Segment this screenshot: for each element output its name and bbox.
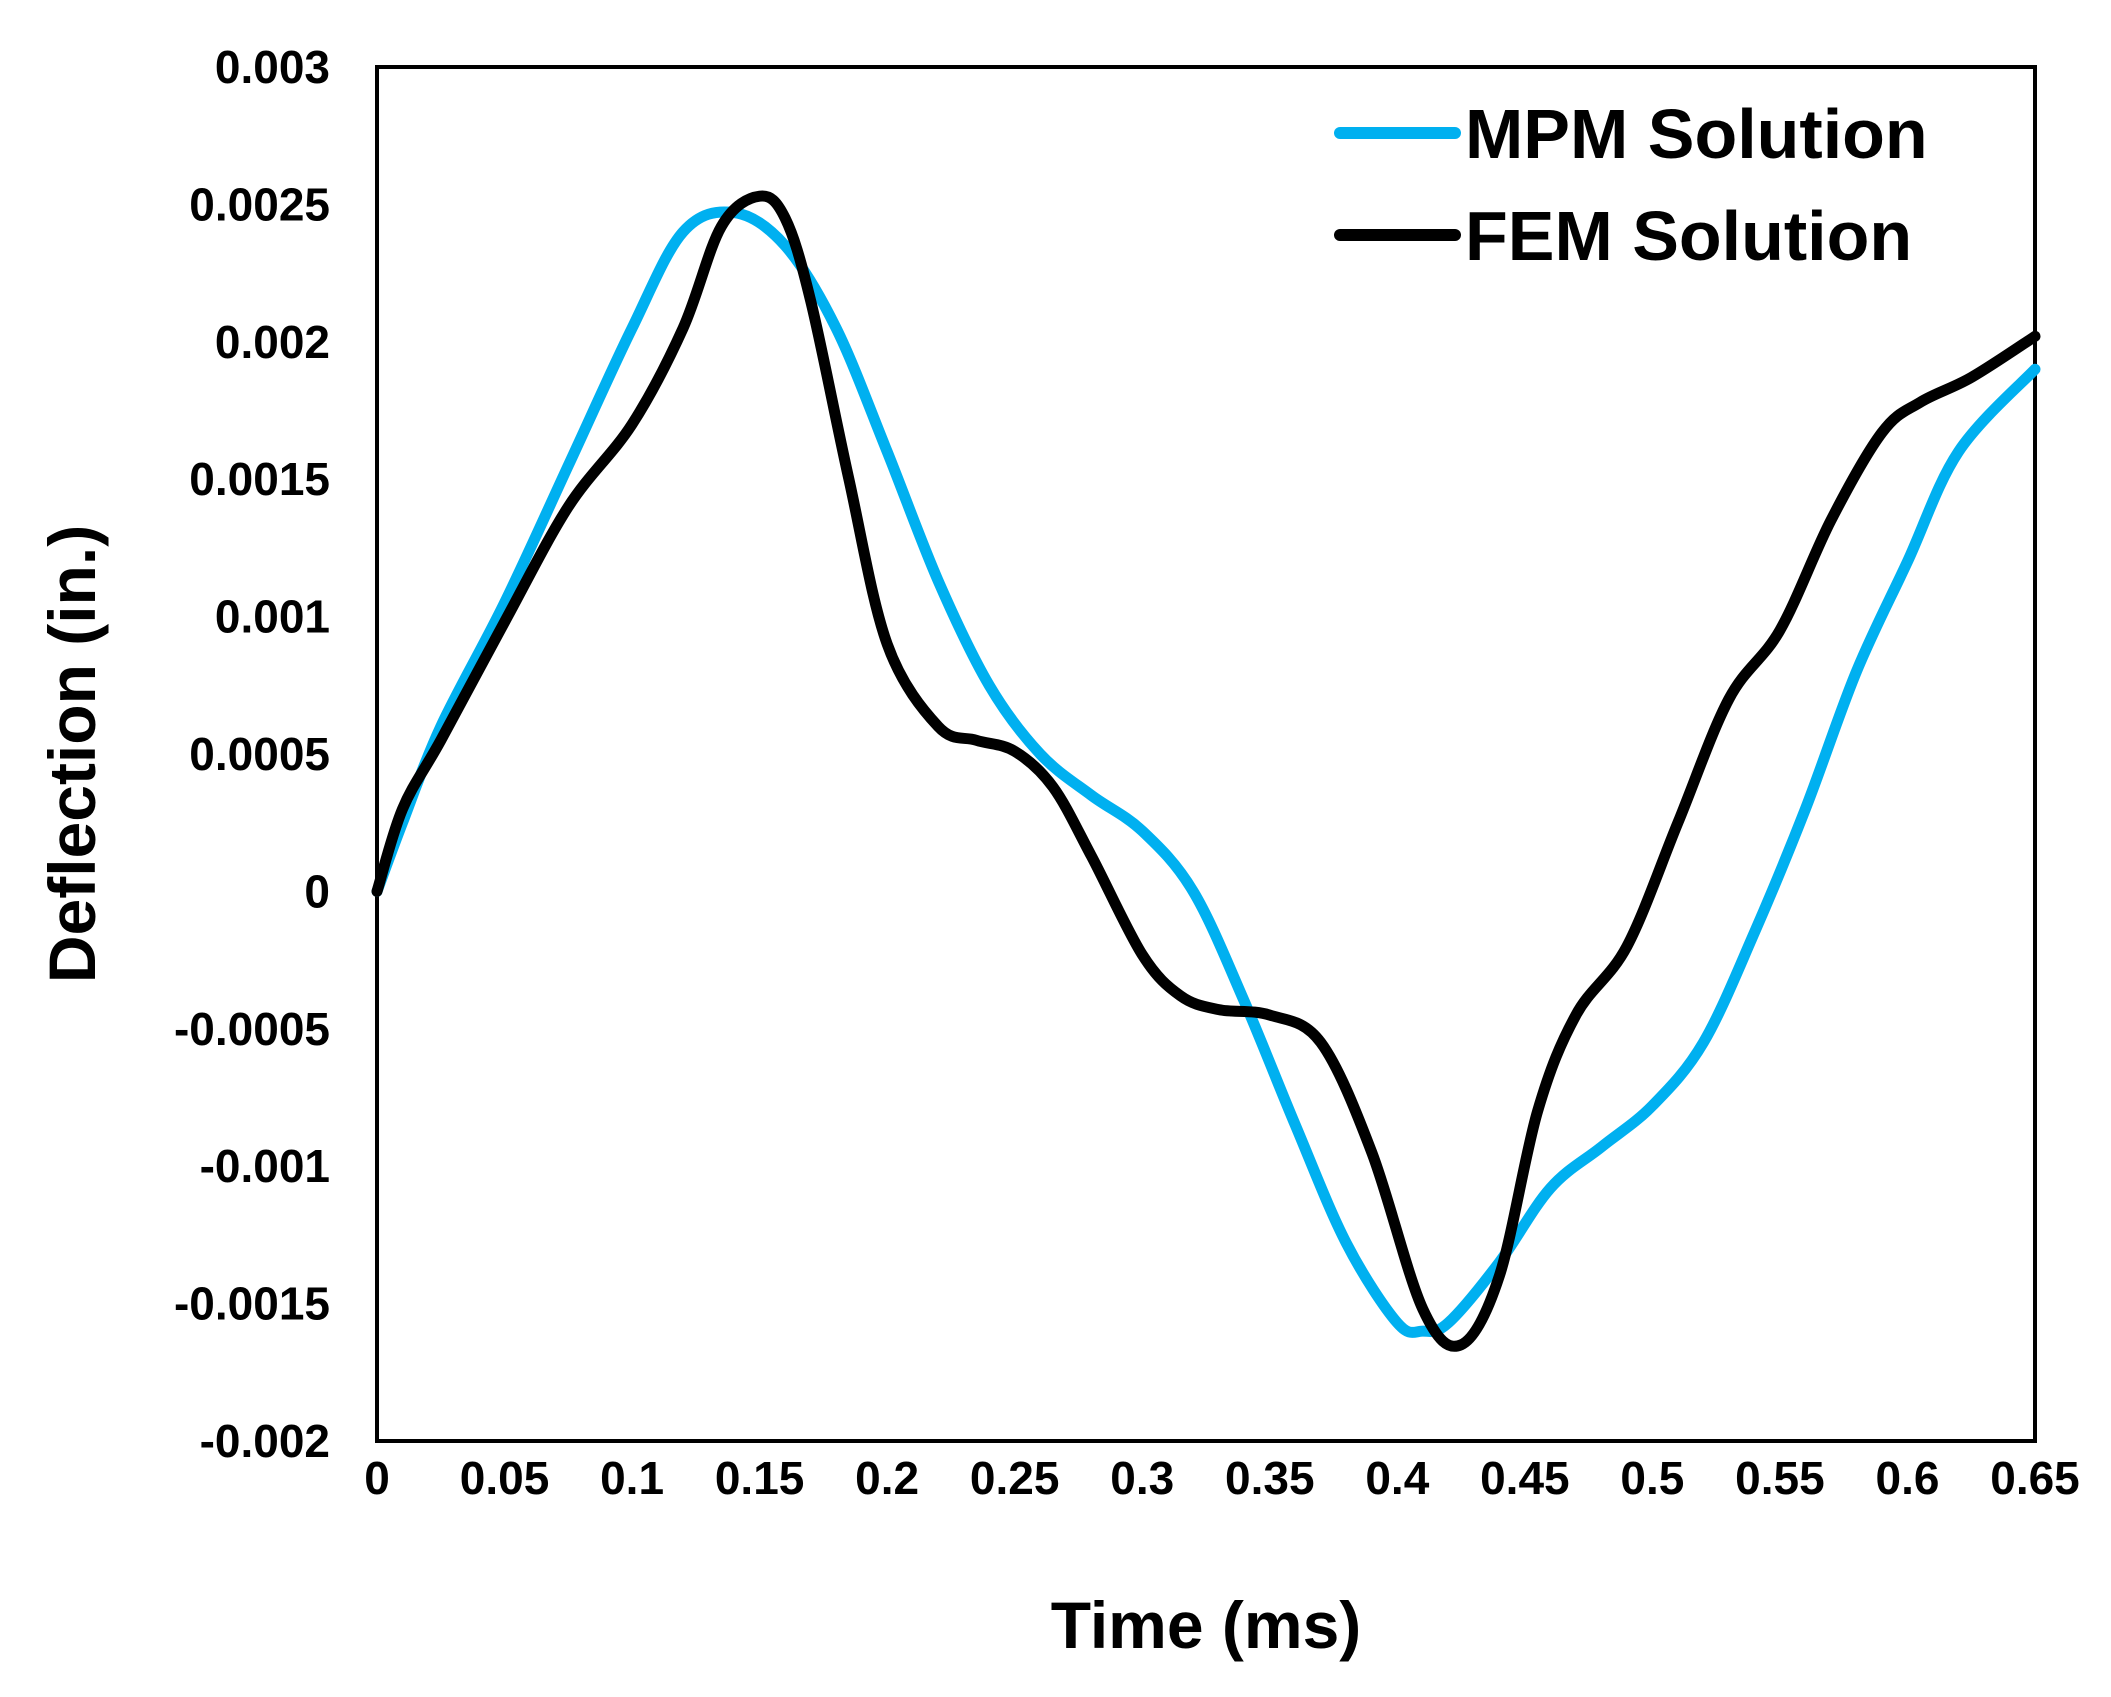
series-line-fem (371, 190, 2041, 1352)
y-tick-label: -0.0015 (174, 1278, 330, 1330)
y-tick-label: -0.001 (200, 1140, 330, 1192)
x-tick-label: 0.65 (1990, 1452, 2080, 1504)
x-tick-label: 0.25 (970, 1452, 1060, 1504)
x-axis-ticks: 0 0.05 0.1 0.15 0.2 0.25 0.3 0.35 0.4 0.45 0.5 0.55… (364, 1452, 2080, 1504)
y-tick-label: -0.0005 (174, 1003, 330, 1055)
x-tick-label: 0.15 (715, 1452, 805, 1504)
series-line-mpm (371, 206, 2041, 1338)
y-tick-label: 0.003 (215, 41, 330, 93)
x-tick-label: 0.45 (1480, 1452, 1570, 1504)
y-tick-label: 0.0005 (189, 728, 330, 780)
y-tick-label: 0.0025 (189, 178, 330, 230)
x-tick-label: 0 (364, 1452, 390, 1504)
x-axis-title: Time (ms) (1051, 1588, 1362, 1662)
y-tick-label: 0.0015 (189, 453, 330, 505)
x-tick-label: 0.3 (1110, 1452, 1174, 1504)
x-tick-label: 0.35 (1225, 1452, 1315, 1504)
y-axis-ticks: 0.003 0.0025 0.002 0.0015 0.001 0.0005 0 -0.000… (174, 41, 330, 1467)
x-tick-label: 0.05 (460, 1452, 550, 1504)
y-tick-label: -0.002 (200, 1415, 330, 1467)
x-tick-label: 0.2 (855, 1452, 919, 1504)
legend-label-mpm: MPM Solution (1465, 95, 1928, 173)
y-axis-title: Deflection (in.) (35, 525, 109, 983)
series-layer (371, 190, 2041, 1352)
x-tick-label: 0.1 (600, 1452, 664, 1504)
x-tick-label: 0.5 (1620, 1452, 1684, 1504)
legend-label-fem: FEM Solution (1465, 197, 1912, 275)
x-tick-label: 0.6 (1875, 1452, 1939, 1504)
y-tick-label: 0.001 (215, 591, 330, 643)
x-tick-label: 0.4 (1365, 1452, 1429, 1504)
y-tick-label: 0.002 (215, 316, 330, 368)
legend: MPM Solution FEM Solution (1334, 95, 1928, 275)
x-tick-label: 0.55 (1735, 1452, 1825, 1504)
y-tick-label: 0 (304, 865, 330, 917)
